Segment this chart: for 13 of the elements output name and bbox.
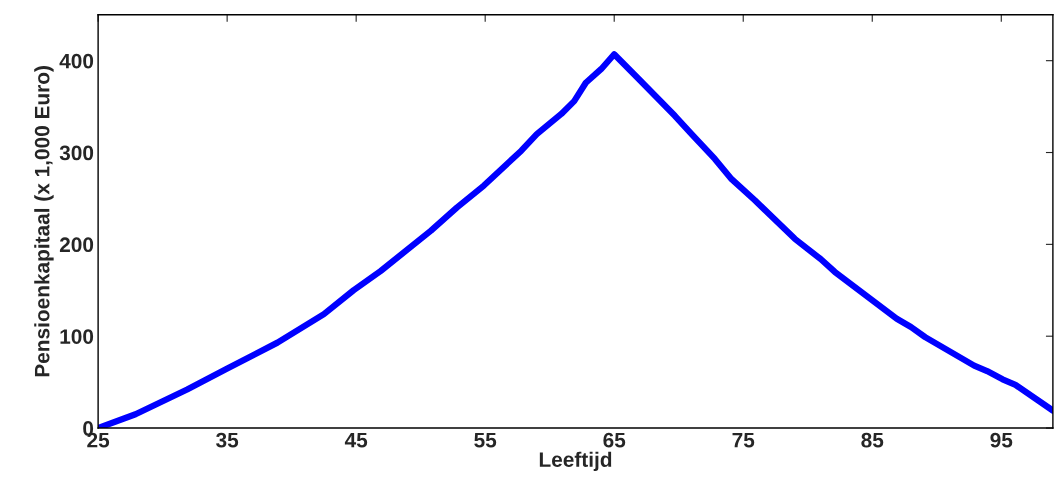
x-tick-label: 45 [344,432,368,448]
y-tick-label: 200 [59,237,94,253]
y-tick-label: 400 [59,53,94,69]
x-tick-label: 85 [861,432,884,448]
x-tick-label: 65 [603,432,626,448]
x-tick-label: 35 [216,432,239,448]
x-tick-label: 75 [732,432,755,448]
x-tick-label: 55 [474,432,497,448]
x-axis-title: Leeftijd [539,451,612,472]
x-tick-label: 95 [990,432,1013,448]
y-tick-label: 300 [59,145,94,161]
y-tick-label: 100 [60,329,94,344]
y-axis-title: Pensioenkapitaal (x 1,000 Euro) [34,66,54,377]
